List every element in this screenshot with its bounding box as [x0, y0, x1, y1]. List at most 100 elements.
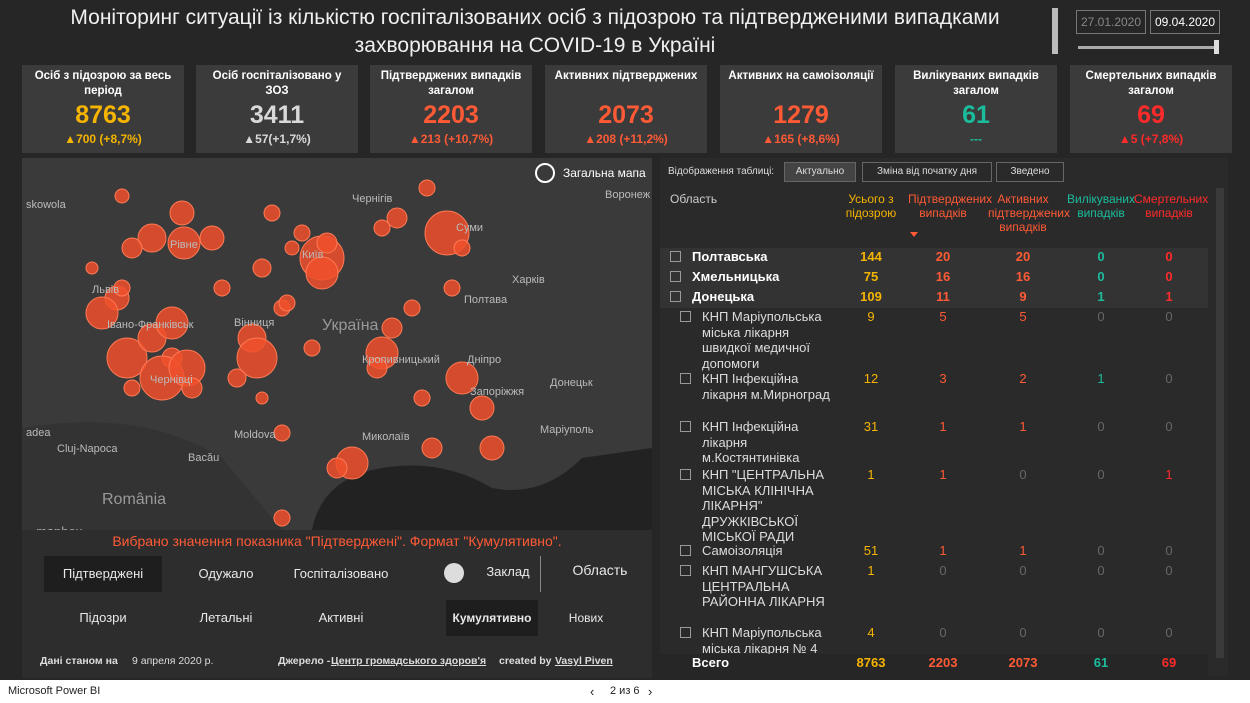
table-row: Хмельницька 75 16 16 0 0: [660, 268, 1208, 288]
cell: 51: [863, 543, 879, 558]
cell: 9: [1019, 289, 1027, 304]
toggle-left[interactable]: Заклад: [486, 564, 530, 579]
map-bubble: [303, 339, 321, 357]
toggle-icon[interactable]: [444, 563, 464, 583]
cell: 31: [863, 419, 879, 434]
status-bar: Microsoft Power BI ‹ 2 из 6 ›: [0, 680, 1250, 703]
view-button[interactable]: Зведено: [996, 162, 1064, 182]
map-bubble: [453, 239, 471, 257]
map-bubble: [227, 368, 247, 388]
expand-icon[interactable]: [680, 421, 691, 432]
map[interactable]: Чернігів Суми Київ Рівне Львів Івано-Франківс…: [22, 158, 652, 530]
map-label: Миколаїв: [362, 431, 410, 443]
format-button[interactable]: Кумулятивно: [446, 600, 538, 636]
column-header[interactable]: Усього з підозрою: [845, 192, 897, 220]
toggle-right[interactable]: Область: [572, 562, 628, 578]
cell: 0: [1019, 563, 1027, 578]
kpi-value: 61: [962, 101, 990, 129]
cell: 109: [860, 289, 882, 304]
expand-icon[interactable]: [680, 627, 691, 638]
map-label: Дніпро: [467, 354, 501, 366]
cell: 3: [939, 371, 947, 386]
measure-button[interactable]: Підозри: [79, 610, 127, 625]
source[interactable]: Центр громадського здоров'я: [331, 655, 487, 667]
map-bubble: [326, 457, 348, 479]
column-header[interactable]: Активних підтверджених випадків: [988, 192, 1071, 234]
table-row: КНП Інфекційна лікарня м.Мирноград 12 3 2 1 0: [660, 370, 1208, 418]
expand-icon[interactable]: [680, 545, 691, 556]
map-bubble: [293, 224, 311, 242]
cell: 0: [939, 625, 947, 640]
map-bubble: [106, 337, 148, 379]
kpi-value: 1279: [773, 101, 829, 129]
app-name: Microsoft Power BI: [8, 685, 101, 697]
view-button[interactable]: Зміна від початку дня: [862, 162, 992, 182]
date-slider[interactable]: [1078, 46, 1218, 49]
map-bubble: [284, 240, 300, 256]
kpi-card: Осіб з підозрою за весь період 8763 ▲700 (…: [22, 65, 184, 153]
kpi-delta: ▲165 (+8,6%): [762, 132, 840, 146]
kpi-label: Активних на самоізоляції: [728, 70, 874, 82]
cell: 0: [1097, 309, 1105, 324]
cell: 0: [1097, 543, 1105, 558]
map-button[interactable]: Загальна мапа: [563, 166, 646, 180]
prev[interactable]: ‹: [590, 684, 595, 699]
expand-icon[interactable]: [680, 373, 691, 384]
format-button[interactable]: Нових: [568, 611, 604, 625]
sort-arrow: [910, 232, 918, 237]
map-bubble: [381, 317, 403, 339]
measure-button[interactable]: Госпіталізовано: [293, 566, 389, 581]
measure-button[interactable]: Одужало: [198, 566, 254, 581]
table-row: Донецька 109 11 9 1 1: [660, 288, 1208, 308]
map-bubble: [137, 223, 167, 253]
toggle-divider: [540, 556, 541, 592]
page-indicator: 2 из 6: [610, 685, 640, 697]
view-button[interactable]: Актуально: [784, 162, 856, 182]
slider-handle[interactable]: [1214, 40, 1219, 54]
expand-icon[interactable]: [670, 271, 681, 282]
kpi-card: Осіб госпіталізовано у ЗОЗ 3411 ▲57(+1,7%): [196, 65, 358, 153]
map-label: Кропивницький: [362, 354, 440, 366]
next[interactable]: ›: [648, 684, 653, 699]
row-name: КНП "ЦЕНТРАЛЬНА МІСЬКА КЛІНІЧНА ЛІКАРНЯ"…: [702, 467, 825, 544]
map-label: Cluj-Napoca: [57, 443, 118, 455]
cell: 1: [1019, 543, 1027, 558]
cell: 0: [1165, 309, 1173, 324]
date-from[interactable]: 27.01.2020: [1076, 10, 1146, 34]
column-header[interactable]: Смертельних випадків: [1134, 192, 1209, 220]
date-to[interactable]: 09.04.2020: [1150, 10, 1220, 34]
cell: 9: [867, 309, 875, 324]
map-bubble: [386, 207, 408, 229]
expand-icon[interactable]: [670, 291, 681, 302]
cell: 0: [1097, 563, 1105, 578]
expand-icon[interactable]: [680, 469, 691, 480]
map-bubble: [85, 261, 99, 275]
map-label: Moldova: [234, 429, 276, 441]
measure-button[interactable]: Летальні: [199, 610, 253, 625]
measure-button[interactable]: Підтверджені: [44, 556, 162, 592]
map-label: Полтава: [464, 294, 508, 306]
map-label: skowola: [26, 199, 67, 211]
map-bubble: [255, 391, 269, 405]
expand-icon[interactable]: [680, 311, 691, 322]
map-label: Запоріжжя: [470, 386, 524, 398]
author[interactable]: Vasyl Piven: [555, 655, 613, 667]
cell: 1: [1165, 467, 1173, 482]
cell: 5: [939, 309, 947, 324]
row-name: КНП Маріупольська міська лікарня № 4: [702, 625, 822, 656]
map-bubble: [469, 395, 495, 421]
cell: 0: [1097, 625, 1105, 640]
map-bubble: [273, 424, 291, 442]
expand-icon[interactable]: [670, 251, 681, 262]
column-header[interactable]: Підтверджених випадків: [908, 192, 993, 220]
column-header[interactable]: Область: [670, 192, 718, 206]
measure-button[interactable]: Активні: [318, 610, 364, 625]
back-icon[interactable]: [535, 163, 555, 183]
map-bubble: [199, 225, 225, 251]
column-header[interactable]: Вилікуваних випадків: [1066, 192, 1135, 220]
cell: 16: [1015, 269, 1031, 284]
table-row: КНП "ЦЕНТРАЛЬНА МІСЬКА КЛІНІЧНА ЛІКАРНЯ"…: [660, 466, 1208, 544]
expand-icon[interactable]: [680, 565, 691, 576]
date-label: Дані станом на: [40, 655, 118, 667]
scrollbar[interactable]: [1216, 188, 1224, 658]
